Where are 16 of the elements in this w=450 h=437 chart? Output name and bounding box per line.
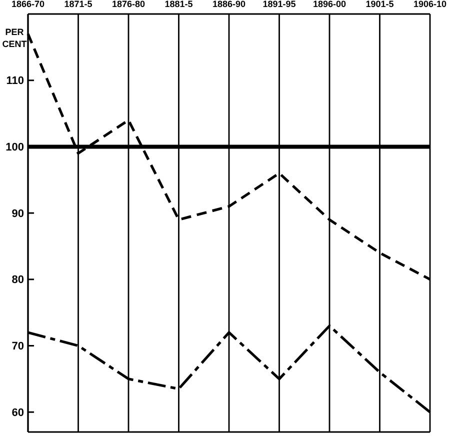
y-tick-label: 100 (6, 142, 24, 154)
y-axis-title: PER CENT (1, 26, 28, 50)
y-tick-label: 110 (6, 75, 24, 88)
y-tick-label: 80 (12, 274, 24, 286)
y-tick-label: 60 (12, 406, 24, 419)
y-tick-label: 90 (12, 208, 24, 220)
x-tick-label: 1886-90 (212, 0, 246, 9)
x-tick-label: 1901-5 (366, 0, 394, 9)
x-tick-label: 1876-80 (112, 0, 146, 9)
x-tick-label: 1891-95 (262, 0, 296, 9)
x-tick-label: 1906-10 (413, 0, 447, 9)
x-tick-label: 1881-5 (164, 0, 193, 9)
x-tick-label: 1866-70 (11, 0, 45, 9)
x-tick-label: 1871-5 (64, 0, 92, 9)
x-tick-label: 1896-00 (312, 0, 346, 9)
y-tick-label: 70 (12, 340, 24, 353)
